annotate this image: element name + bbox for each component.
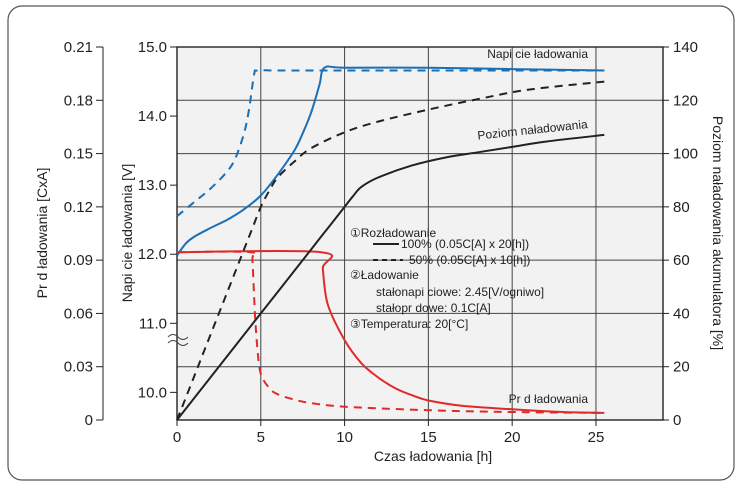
x-tick-label-0: 0: [173, 429, 181, 446]
legend-charge-title: ②Ładowanie: [350, 268, 419, 282]
voltage-curve-solid-0: [176, 65, 605, 257]
charge-axis-title: Poziom naładowania akumulatora [%]: [710, 116, 726, 350]
current-tick-label-2: 0.06: [64, 305, 93, 322]
current-axis-title: Pr d ładowania [CxA]: [34, 168, 50, 299]
x-tick-label-3: 15: [420, 429, 437, 446]
voltage-curve-dashed-1: [176, 69, 605, 217]
current-tick-label-3: 0.09: [64, 252, 93, 269]
legend-constant-current: stałopr dowe: 0.1C[A]: [376, 301, 491, 315]
charge-tick-label-3: 60: [673, 252, 690, 269]
charge-tick-label-6: 120: [673, 92, 698, 109]
voltage-axis-title: Napi cie ładowania [V]: [119, 164, 135, 303]
voltage-tick-label-3: 13.0: [138, 177, 167, 194]
charge-tick-label-2: 40: [673, 305, 690, 322]
legend-discharge-100: 100% (0.05C[A] x 20[h]): [401, 237, 529, 251]
x-tick-label-2: 10: [336, 429, 353, 446]
current-curve-solid-2: [176, 249, 605, 414]
legend-notes: ①Rozładowanie 100% (0.05C[A] x 20[h]) 50…: [350, 226, 544, 331]
charge-tick-label-1: 20: [673, 359, 690, 376]
voltage-tick-label-2: 12.0: [138, 246, 167, 263]
x-axis-title: Czas ładowania [h]: [374, 448, 492, 464]
current-tick-label-0: 0: [85, 412, 93, 429]
current-tick-label-6: 0.18: [64, 92, 93, 109]
voltage-tick-label-0: 10.0: [138, 384, 167, 401]
charge-tick-label-5: 100: [673, 146, 698, 163]
grid: [177, 47, 663, 420]
axis-ticks: 0 5 10 15 20 25 0 0.03 0.06 0.09 0.12 0.15 0.18 0.21 1…: [64, 39, 698, 446]
legend-temperature: ③Temperatura: 20[°C]: [350, 317, 468, 331]
current-tick-label-1: 0.03: [64, 359, 93, 376]
current-tick-label-5: 0.15: [64, 146, 93, 163]
legend-discharge-50: 50% (0.05C[A] x 10[h]): [409, 253, 530, 267]
legend-discharge-title: ①Rozładowanie: [350, 226, 436, 240]
voltage-tick-label-1: 11.0: [139, 315, 167, 332]
axis-break-symbol: [167, 334, 189, 346]
current-tick-label-7: 0.21: [64, 39, 93, 56]
charge-curve-solid-4: [176, 133, 605, 421]
charge-tick-label-0: 0: [673, 412, 681, 429]
x-tick-label-5: 25: [588, 429, 605, 446]
x-tick-label-4: 20: [504, 429, 521, 446]
voltage-tick-label-5: 15.0: [138, 39, 167, 56]
charge-curve-dashed-5: [176, 80, 605, 421]
x-tick-label-1: 5: [257, 429, 265, 446]
voltage-tick-label-4: 14.0: [138, 108, 167, 125]
current-curve-label: Pr d ładowania: [509, 392, 589, 406]
charge-tick-label-4: 80: [673, 199, 690, 216]
voltage-curve-label: Napi cie ładowania: [487, 47, 588, 61]
current-tick-label-4: 0.12: [64, 199, 93, 216]
curves: [176, 65, 605, 421]
charge-tick-label-7: 140: [673, 39, 698, 56]
current-curve-dashed-3: [176, 250, 605, 414]
legend-constant-voltage: stałonapi ciowe: 2.45[V/ogniwo]: [376, 285, 544, 299]
